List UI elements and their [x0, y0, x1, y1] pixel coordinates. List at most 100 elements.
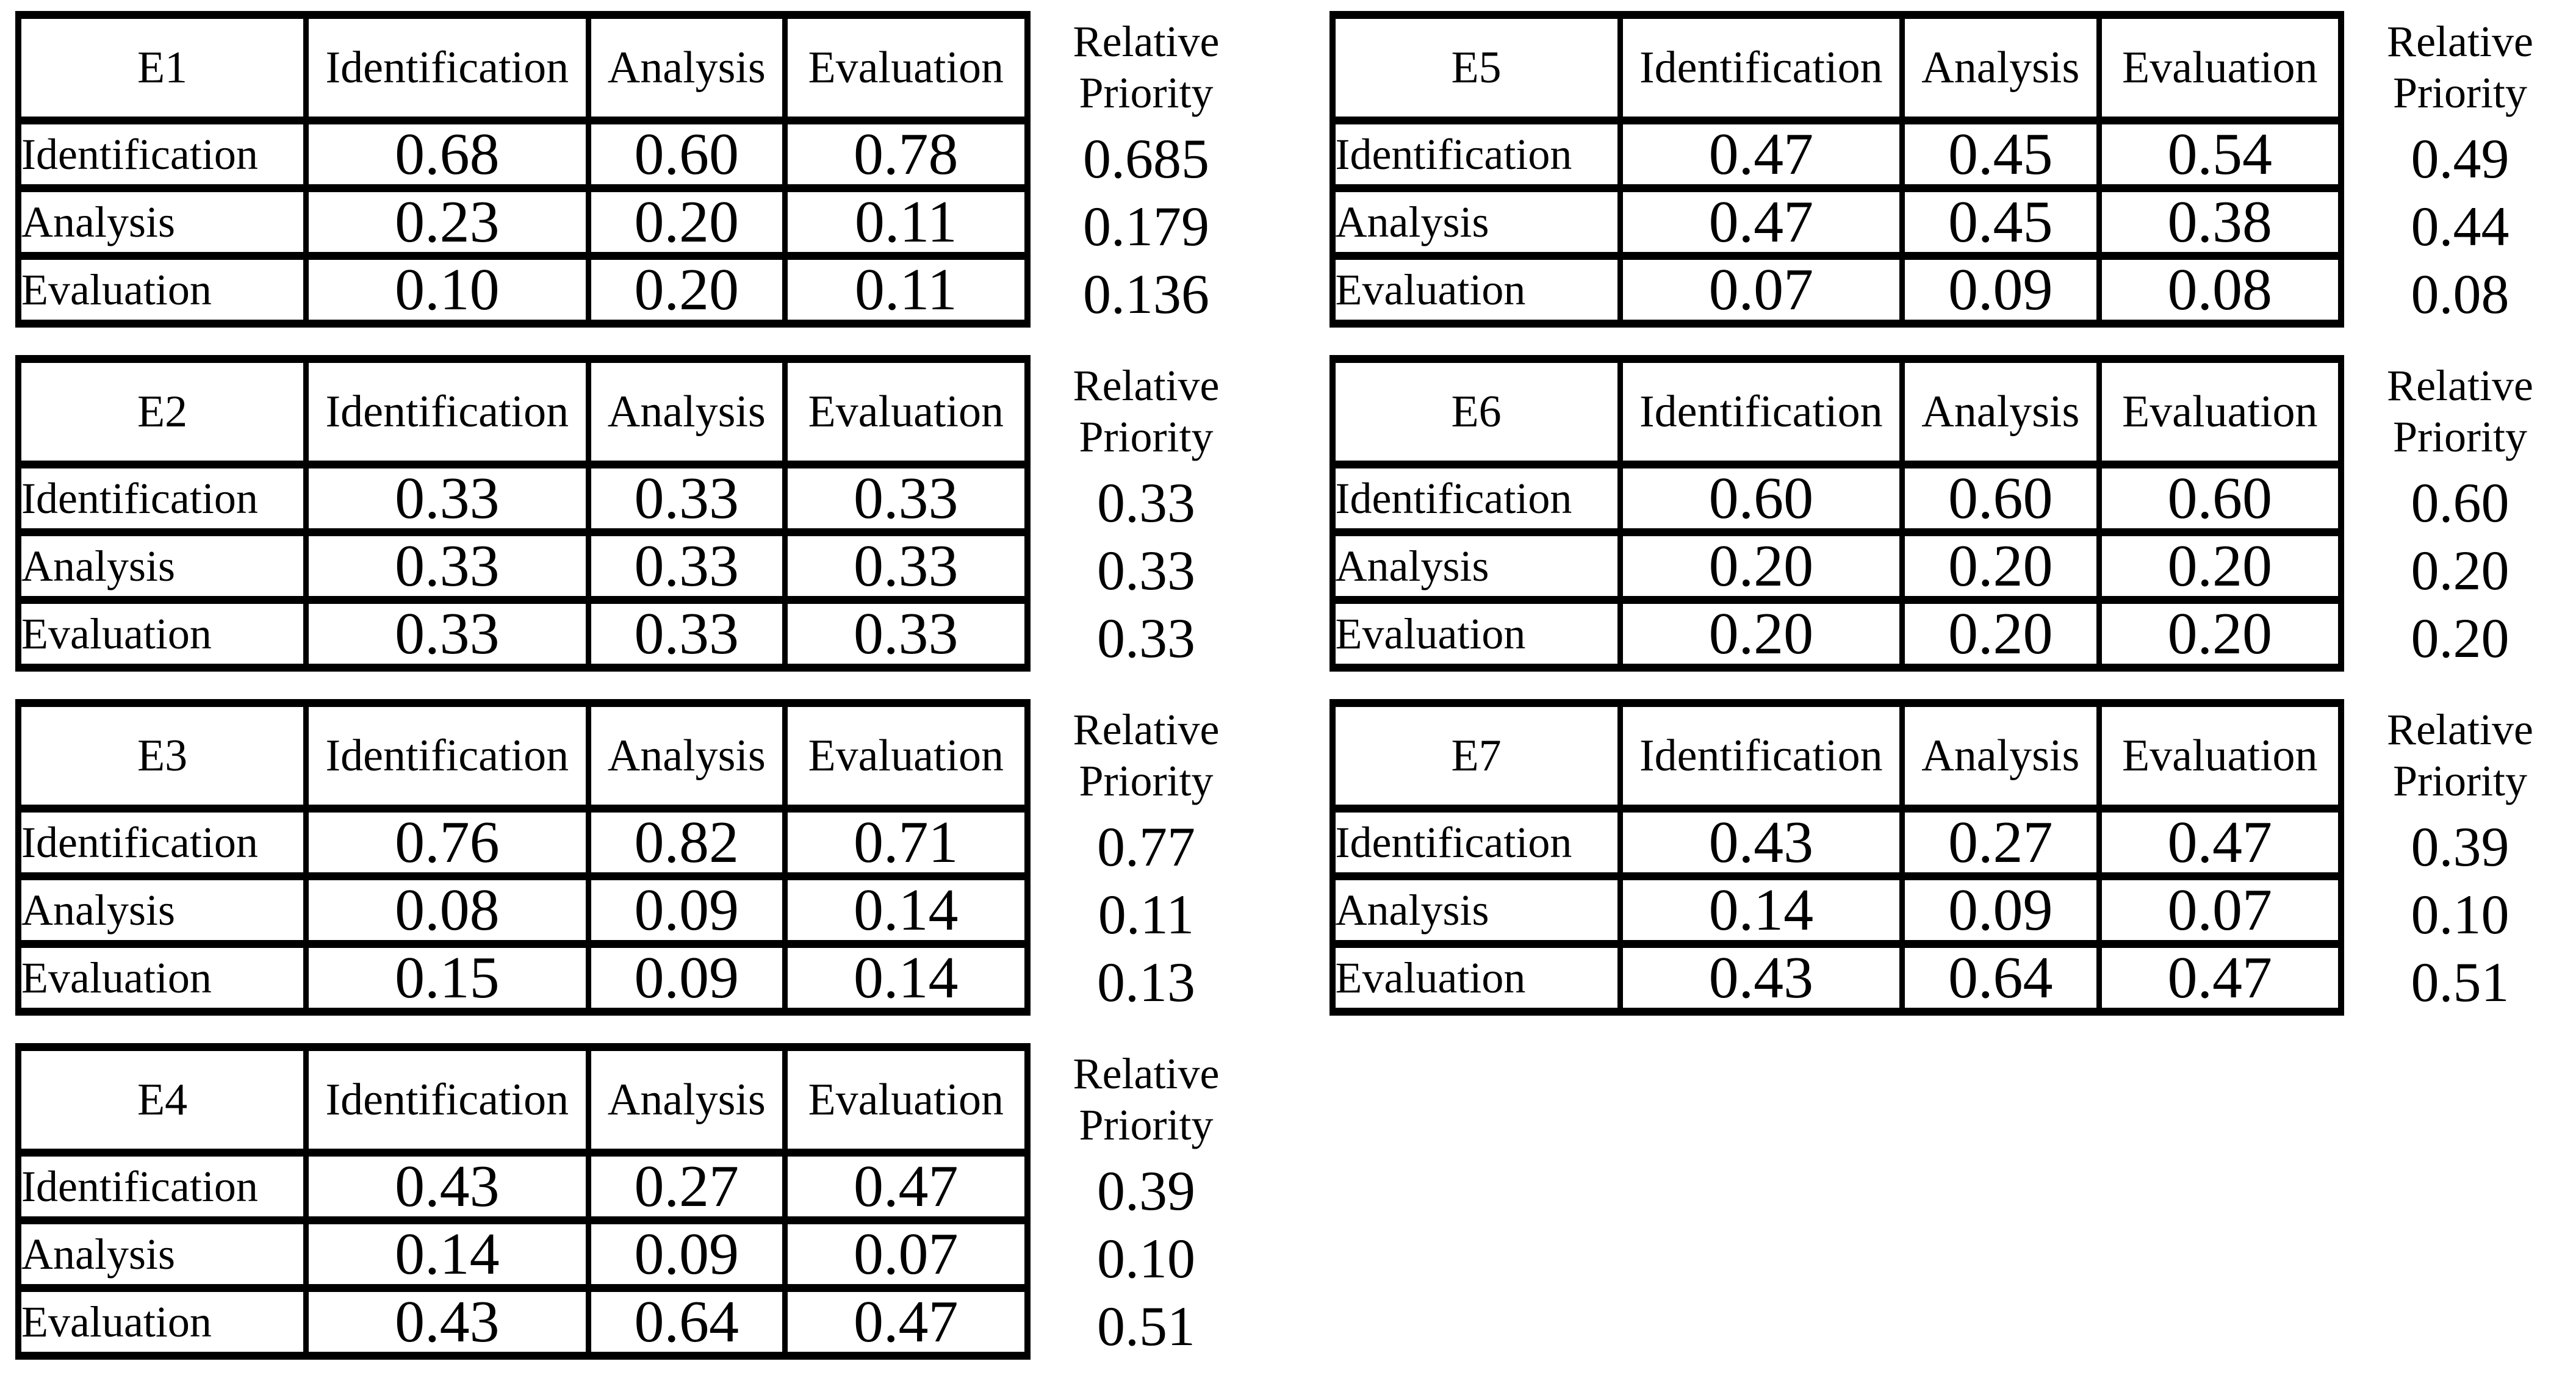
relative-priority-header: Relative Priority: [1031, 355, 1262, 468]
relative-priority-header: Relative Priority: [2344, 355, 2576, 468]
value-cell: 0.09: [585, 872, 788, 948]
value-cell: 0.20: [585, 184, 788, 260]
table-id-cell: E7: [1329, 699, 1623, 813]
table-row-evaluation: Evaluation 0.20 0.20 0.20: [1329, 596, 2344, 672]
relative-priority-line: Relative: [1073, 1049, 1220, 1099]
row-label-evaluation: Evaluation: [15, 596, 309, 672]
col-header-evaluation: Evaluation: [2096, 699, 2344, 813]
relative-priority-line: Priority: [2392, 68, 2527, 117]
value-cell: 0.09: [585, 1216, 788, 1292]
value-cell: 0.11: [782, 252, 1030, 328]
value-cell: 0.47: [2096, 940, 2344, 1016]
value-cell: 0.07: [2096, 872, 2344, 948]
value-cell: 0.33: [303, 461, 591, 536]
relative-priority-value: 0.39: [2411, 815, 2509, 878]
row-label-evaluation: Evaluation: [1329, 252, 1623, 328]
value-cell: 0.47: [1617, 117, 1905, 192]
value-cell: 0.07: [1617, 252, 1905, 328]
row-label-identification: Identification: [15, 461, 309, 536]
value-cell: 0.20: [2096, 528, 2344, 604]
col-header-evaluation: Evaluation: [782, 11, 1030, 124]
relative-priority-column: Relative Priority 0.39 0.10 0.51: [1031, 1043, 1262, 1360]
row-label-analysis: Analysis: [15, 872, 309, 948]
header-row: E5 Identification Analysis Evaluation: [1329, 11, 2344, 124]
relative-priority-line: Priority: [1079, 412, 1214, 461]
relative-priority-line: Priority: [2392, 412, 2527, 461]
table-row-analysis: Analysis 0.20 0.20 0.20: [1329, 528, 2344, 604]
row-label-identification: Identification: [1329, 461, 1623, 536]
matrix-table-e5: E5 Identification Analysis Evaluation Id…: [1329, 11, 2344, 328]
value-cell: 0.60: [1899, 461, 2102, 536]
col-header-evaluation: Evaluation: [782, 355, 1030, 468]
value-cell: 0.64: [585, 1284, 788, 1360]
value-cell: 0.76: [303, 805, 591, 880]
matrix-table-e2: E2 Identification Analysis Evaluation Id…: [15, 355, 1031, 672]
table-id-cell: E3: [15, 699, 309, 813]
table-group-e2: E2 Identification Analysis Evaluation Id…: [15, 355, 1262, 672]
relative-priority-header: Relative Priority: [2344, 11, 2576, 124]
matrix-table-e6: E6 Identification Analysis Evaluation Id…: [1329, 355, 2344, 672]
value-cell: 0.43: [303, 1284, 591, 1360]
row-label-identification: Identification: [15, 117, 309, 192]
table-group-e4: E4 Identification Analysis Evaluation Id…: [15, 1043, 1262, 1360]
value-cell: 0.33: [782, 528, 1030, 604]
table-row-identification: Identification 0.33 0.33 0.33: [15, 461, 1030, 536]
value-cell: 0.09: [585, 940, 788, 1016]
col-header-identification: Identification: [1617, 699, 1905, 813]
table-id-cell: E1: [15, 11, 309, 124]
table-group-e7: E7 Identification Analysis Evaluation Id…: [1329, 699, 2576, 1016]
header-row: E7 Identification Analysis Evaluation: [1329, 699, 2344, 813]
value-cell: 0.54: [2096, 117, 2344, 192]
value-cell: 0.10: [303, 252, 591, 328]
table-row-evaluation: Evaluation 0.07 0.09 0.08: [1329, 252, 2344, 328]
col-header-identification: Identification: [303, 1043, 591, 1157]
table-group-e1: E1 Identification Analysis Evaluation Id…: [15, 11, 1262, 328]
relative-priority-header: Relative Priority: [2344, 699, 2576, 813]
relative-priority-value: 0.39: [1097, 1159, 1195, 1222]
relative-priority-value: 0.60: [2411, 471, 2509, 534]
relative-priority-column: Relative Priority 0.77 0.11 0.13: [1031, 699, 1262, 1016]
table-row-identification: Identification 0.60 0.60 0.60: [1329, 461, 2344, 536]
value-cell: 0.08: [2096, 252, 2344, 328]
row-label-identification: Identification: [1329, 805, 1623, 880]
value-cell: 0.20: [1899, 528, 2102, 604]
value-cell: 0.33: [585, 528, 788, 604]
relative-priority-header: Relative Priority: [1031, 1043, 1262, 1157]
row-label-evaluation: Evaluation: [1329, 596, 1623, 672]
table-id-cell: E6: [1329, 355, 1623, 468]
relative-priority-line: Relative: [1073, 361, 1220, 411]
value-cell: 0.60: [1617, 461, 1905, 536]
col-header-analysis: Analysis: [585, 699, 788, 813]
value-cell: 0.20: [2096, 596, 2344, 672]
col-header-identification: Identification: [1617, 11, 1905, 124]
matrix-table-e1: E1 Identification Analysis Evaluation Id…: [15, 11, 1031, 328]
value-cell: 0.27: [585, 1149, 788, 1224]
relative-priority-value: 0.13: [1097, 950, 1195, 1013]
value-cell: 0.45: [1899, 184, 2102, 260]
relative-priority-value: 0.51: [1097, 1294, 1195, 1357]
value-cell: 0.71: [782, 805, 1030, 880]
value-cell: 0.33: [782, 461, 1030, 536]
relative-priority-value: 0.685: [1083, 127, 1209, 190]
relative-priority-header: Relative Priority: [1031, 699, 1262, 813]
matrix-table-e7: E7 Identification Analysis Evaluation Id…: [1329, 699, 2344, 1016]
relative-priority-line: Relative: [2387, 361, 2533, 411]
value-cell: 0.14: [782, 940, 1030, 1016]
value-cell: 0.82: [585, 805, 788, 880]
value-cell: 0.47: [782, 1284, 1030, 1360]
relative-priority-line: Relative: [1073, 705, 1220, 755]
relative-priority-column: Relative Priority 0.60 0.20 0.20: [2344, 355, 2576, 672]
table-row-evaluation: Evaluation 0.43 0.64 0.47: [15, 1284, 1030, 1360]
col-header-analysis: Analysis: [585, 1043, 788, 1157]
table-row-evaluation: Evaluation 0.15 0.09 0.14: [15, 940, 1030, 1016]
value-cell: 0.08: [303, 872, 591, 948]
row-label-identification: Identification: [1329, 117, 1623, 192]
relative-priority-line: Relative: [2387, 705, 2533, 755]
header-row: E4 Identification Analysis Evaluation: [15, 1043, 1030, 1157]
col-header-identification: Identification: [1617, 355, 1905, 468]
col-header-identification: Identification: [303, 699, 591, 813]
relative-priority-value: 0.08: [2411, 262, 2509, 325]
value-cell: 0.33: [585, 596, 788, 672]
value-cell: 0.14: [303, 1216, 591, 1292]
value-cell: 0.09: [1899, 252, 2102, 328]
